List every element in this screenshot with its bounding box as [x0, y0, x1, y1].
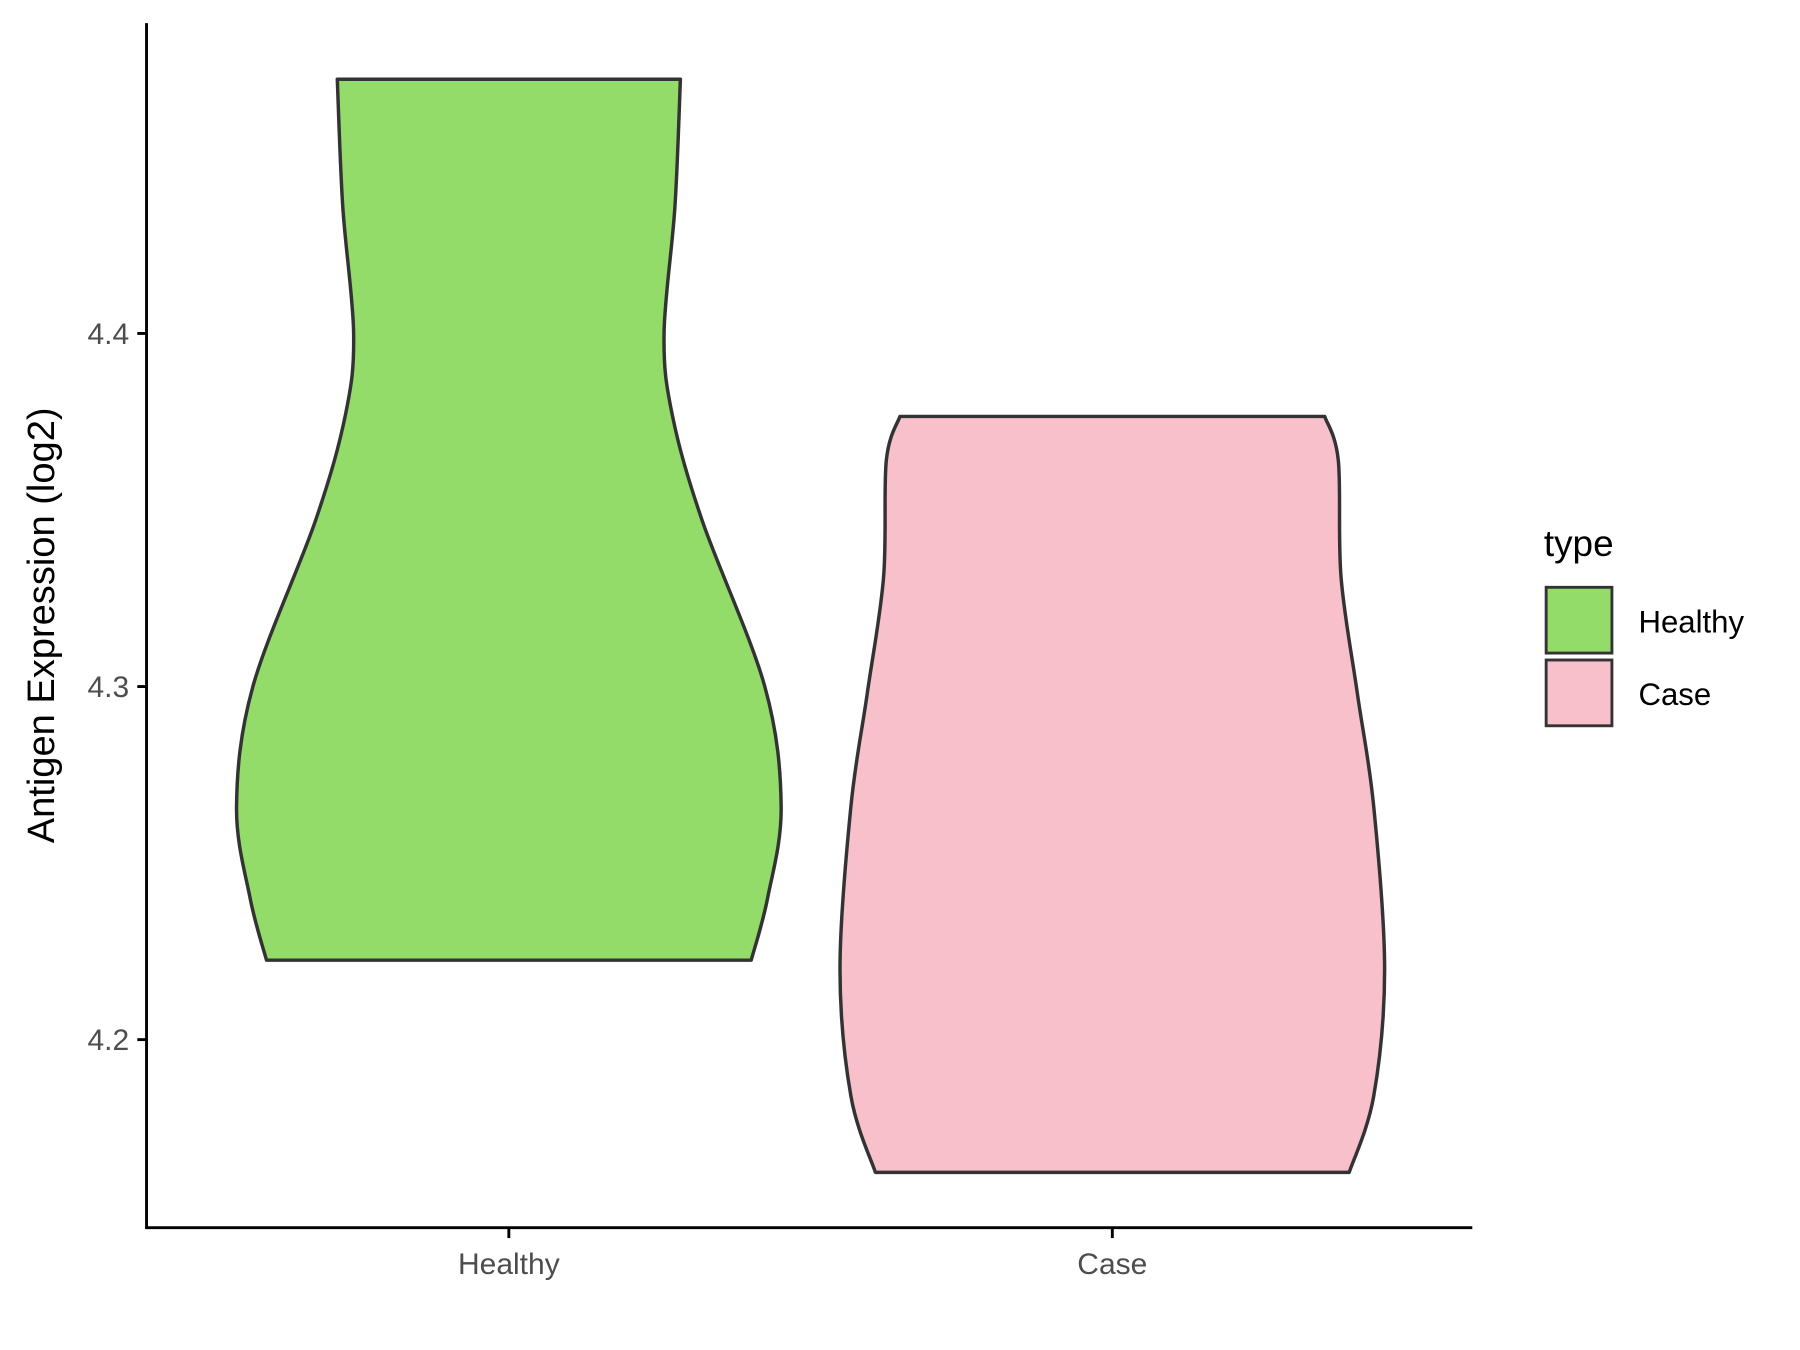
violin-case [838, 414, 1387, 1175]
legend-label-case: Case [1638, 677, 1711, 712]
legend: type Healthy Case [1544, 523, 1744, 728]
violins [234, 77, 1387, 1175]
x-tick-label: Case [1077, 1248, 1147, 1281]
y-tick-label: 4.2 [88, 1024, 130, 1057]
legend-swatch-healthy [1544, 585, 1614, 655]
y-axis-label: Antigen Expression (log2) [21, 407, 63, 843]
legend-label-healthy: Healthy [1638, 604, 1744, 639]
x-tick-label: Healthy [458, 1248, 560, 1281]
y-tick-label: 4.4 [88, 318, 130, 351]
violin-healthy [234, 77, 783, 962]
x-ticks: Healthy Case [458, 1227, 1147, 1281]
legend-title: type [1544, 523, 1614, 564]
y-ticks: 4.2 4.3 4.4 [88, 318, 147, 1057]
y-tick-label: 4.3 [88, 671, 130, 704]
legend-swatch-case [1544, 658, 1614, 728]
